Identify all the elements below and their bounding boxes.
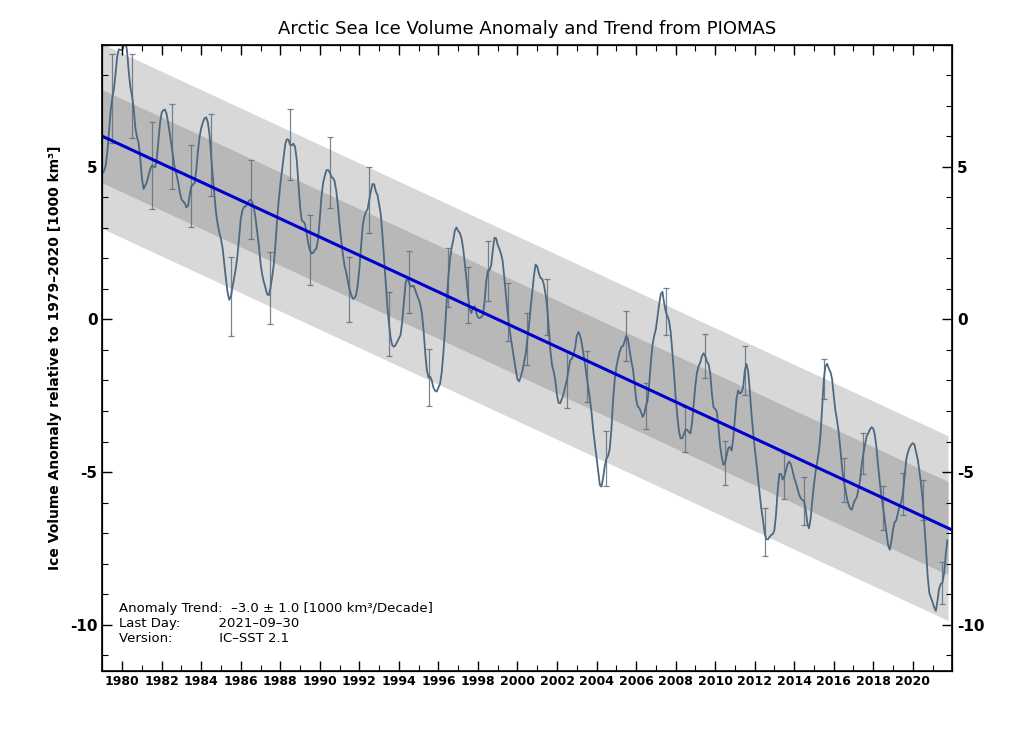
Title: Arctic Sea Ice Volume Anomaly and Trend from PIOMAS: Arctic Sea Ice Volume Anomaly and Trend … xyxy=(279,19,776,37)
Text: Anomaly Trend:  –3.0 ± 1.0 [1000 km³/Decade]
Last Day:         2021–09–30
Versio: Anomaly Trend: –3.0 ± 1.0 [1000 km³/Deca… xyxy=(120,603,433,645)
Y-axis label: Ice Volume Anomaly relative to 1979–2020 [1000 km³]: Ice Volume Anomaly relative to 1979–2020… xyxy=(48,145,61,570)
